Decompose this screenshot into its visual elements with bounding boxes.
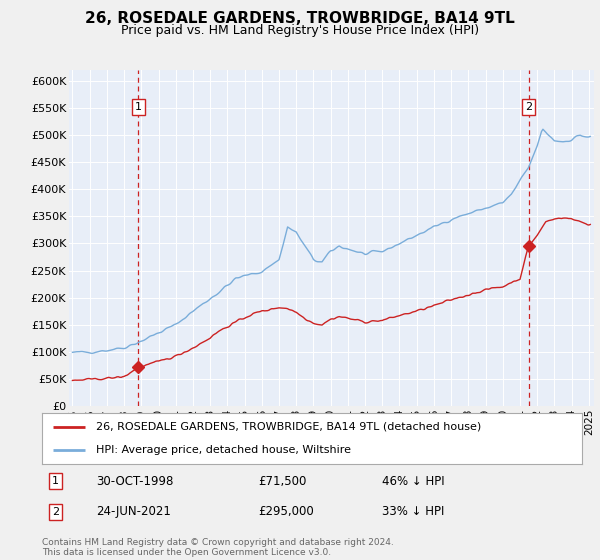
- Text: 2: 2: [52, 507, 59, 517]
- Text: 24-JUN-2021: 24-JUN-2021: [96, 506, 171, 519]
- Text: Price paid vs. HM Land Registry's House Price Index (HPI): Price paid vs. HM Land Registry's House …: [121, 24, 479, 36]
- Text: 1: 1: [52, 476, 59, 486]
- Text: 26, ROSEDALE GARDENS, TROWBRIDGE, BA14 9TL: 26, ROSEDALE GARDENS, TROWBRIDGE, BA14 9…: [85, 11, 515, 26]
- Text: Contains HM Land Registry data © Crown copyright and database right 2024.
This d: Contains HM Land Registry data © Crown c…: [42, 538, 394, 557]
- Text: HPI: Average price, detached house, Wiltshire: HPI: Average price, detached house, Wilt…: [96, 445, 351, 455]
- Text: 26, ROSEDALE GARDENS, TROWBRIDGE, BA14 9TL (detached house): 26, ROSEDALE GARDENS, TROWBRIDGE, BA14 9…: [96, 422, 481, 432]
- Text: 33% ↓ HPI: 33% ↓ HPI: [382, 506, 445, 519]
- Text: 46% ↓ HPI: 46% ↓ HPI: [382, 475, 445, 488]
- Text: 1: 1: [135, 102, 142, 112]
- Text: £71,500: £71,500: [258, 475, 307, 488]
- Text: 2: 2: [525, 102, 532, 112]
- Text: £295,000: £295,000: [258, 506, 314, 519]
- Text: 30-OCT-1998: 30-OCT-1998: [96, 475, 173, 488]
